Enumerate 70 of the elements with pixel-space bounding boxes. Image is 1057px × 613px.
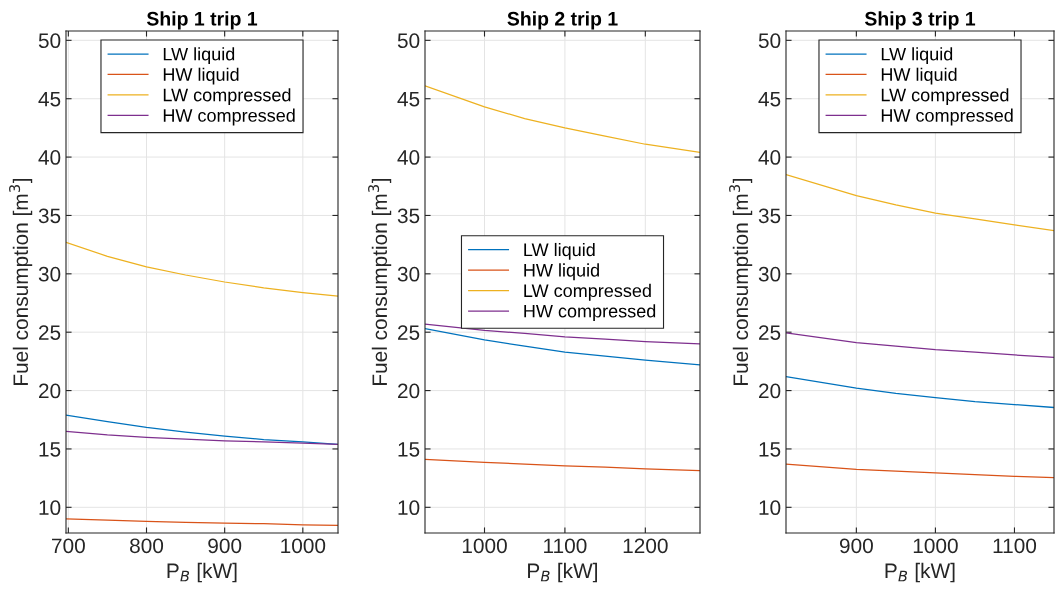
y-tick-label: 40 [397,150,420,165]
legend-label: HW compressed [524,304,656,322]
x-tick-label: 1200 [623,538,668,554]
x-tick-label: 1100 [544,538,587,554]
chart-title: Ship 1 trip 1 [146,11,258,30]
y-tick-label: 30 [38,266,61,282]
y-tick-label: 30 [758,266,781,282]
legend-label: LW liquid [163,47,235,65]
legend-label: LW liquid [524,242,595,260]
line-series [425,323,700,345]
y-tick-label: 25 [39,325,61,340]
x-tick-label: 1100 [993,538,1037,554]
y-tick-label: 45 [38,91,61,107]
y-tick-label: 10 [39,500,61,516]
x-tick-label: 800 [130,538,164,554]
line-series [66,241,338,297]
legend-label: LW compressed [163,88,291,105]
y-tick-label: 45 [397,91,420,107]
chart-title: Ship 2 trip 1 [507,11,618,30]
y-tick-label: 20 [39,383,61,399]
line-series [425,85,700,154]
legend-label: HW liquid [524,263,599,281]
y-tick-label: 20 [398,383,420,399]
y-tick-label: 35 [38,208,61,224]
y-axis-title: Fuel consumption [m$^{3}$] [729,178,753,385]
y-tick-label: 15 [39,442,61,457]
line-series [66,518,338,527]
line-series [786,375,1054,409]
line-series [786,463,1054,479]
x-tick-label: 700 [52,538,85,554]
legend-label: HW liquid [163,67,239,85]
line-series [786,332,1054,358]
y-tick-label: 50 [38,33,61,49]
legend-label: LW liquid [881,47,953,65]
y-tick-label: 40 [758,150,781,165]
y-axis-title: Fuel consumption [m$^{3}$] [368,178,392,385]
y-tick-label: 40 [38,150,61,165]
y-tick-label: 25 [398,325,420,340]
y-tick-label: 45 [758,91,781,107]
legend-label: HW compressed [163,108,295,126]
y-tick-label: 10 [398,500,420,516]
y-tick-label: 50 [397,33,420,49]
x-axis-title: P$_{B}$ [kW] [885,562,955,583]
line-series [66,414,338,445]
legend-label: LW compressed [881,88,1009,105]
y-tick-label: 20 [759,383,781,399]
x-tick-label: 1000 [281,538,326,554]
y-tick-label: 35 [758,208,781,224]
line-series [66,430,338,445]
x-tick-label: 1000 [913,538,958,554]
line-series [425,328,700,366]
legend-label: HW compressed [881,108,1013,126]
y-tick-label: 15 [398,442,420,457]
x-tick-label: 900 [208,538,242,554]
line-series [425,458,700,472]
y-tick-label: 10 [759,500,781,516]
y-axis-title: Fuel consumption [m$^{3}$] [9,178,33,385]
legend-label: LW compressed [524,283,651,301]
y-tick-label: 35 [397,208,420,224]
y-tick-label: 15 [759,442,781,457]
x-axis-title: P$_{B}$ [kW] [528,562,597,583]
legend-label: HW liquid [881,67,957,85]
y-tick-label: 25 [759,325,781,340]
x-tick-label: 900 [839,538,873,554]
line-series [786,173,1054,232]
y-tick-label: 50 [758,33,781,49]
chart-title: Ship 3 trip 1 [864,11,976,30]
x-axis-title: P$_{B}$ [kW] [167,562,237,583]
y-tick-label: 30 [397,266,420,282]
x-tick-label: 1000 [462,538,507,554]
